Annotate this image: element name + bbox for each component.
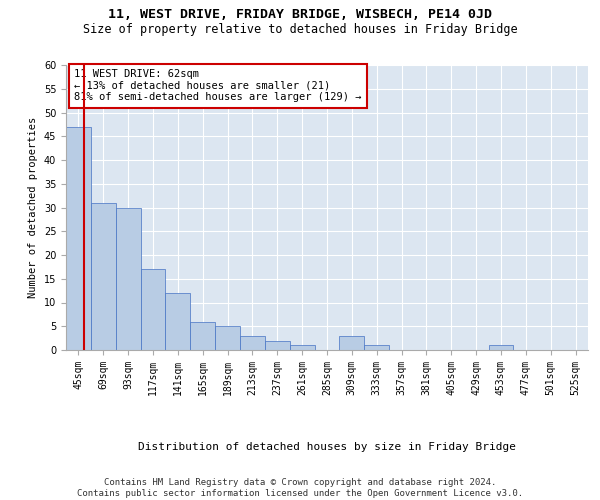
Bar xyxy=(190,322,215,350)
Text: 11 WEST DRIVE: 62sqm
← 13% of detached houses are smaller (21)
81% of semi-detac: 11 WEST DRIVE: 62sqm ← 13% of detached h… xyxy=(74,70,361,102)
Bar xyxy=(364,345,389,350)
Bar xyxy=(116,208,140,350)
Bar xyxy=(140,269,166,350)
Bar xyxy=(488,345,514,350)
Bar xyxy=(166,293,190,350)
X-axis label: Distribution of detached houses by size in Friday Bridge: Distribution of detached houses by size … xyxy=(138,442,516,452)
Bar xyxy=(265,340,290,350)
Bar xyxy=(240,336,265,350)
Y-axis label: Number of detached properties: Number of detached properties xyxy=(28,117,38,298)
Bar xyxy=(66,126,91,350)
Text: Contains HM Land Registry data © Crown copyright and database right 2024.
Contai: Contains HM Land Registry data © Crown c… xyxy=(77,478,523,498)
Bar xyxy=(290,345,314,350)
Text: Size of property relative to detached houses in Friday Bridge: Size of property relative to detached ho… xyxy=(83,22,517,36)
Bar xyxy=(215,326,240,350)
Text: 11, WEST DRIVE, FRIDAY BRIDGE, WISBECH, PE14 0JD: 11, WEST DRIVE, FRIDAY BRIDGE, WISBECH, … xyxy=(108,8,492,20)
Bar xyxy=(91,203,116,350)
Bar xyxy=(340,336,364,350)
